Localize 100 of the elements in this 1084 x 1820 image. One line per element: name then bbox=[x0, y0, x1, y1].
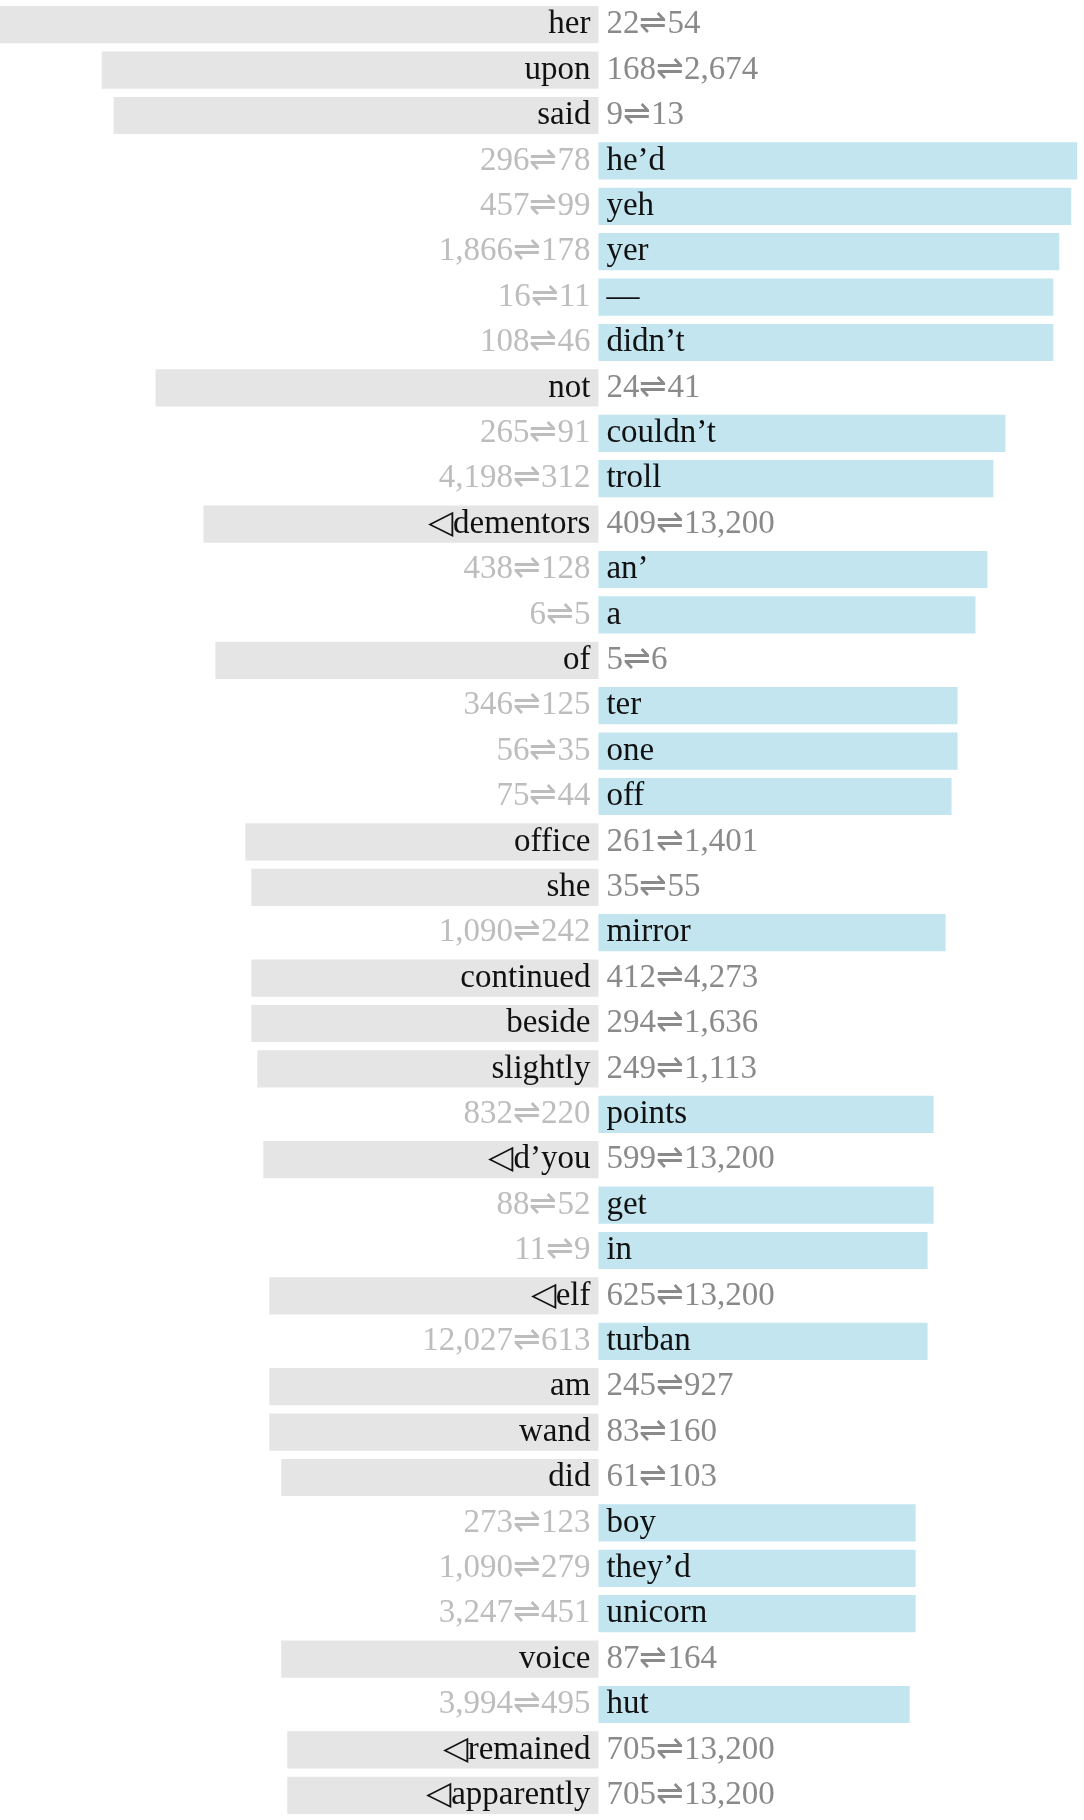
annotation: 1,090⇌279 bbox=[438, 1547, 591, 1584]
bar bbox=[598, 187, 1072, 225]
y-tick-label: didn’t bbox=[606, 322, 685, 359]
bar bbox=[269, 1277, 599, 1315]
annotation: 16⇌11 bbox=[497, 276, 591, 313]
bar bbox=[598, 1322, 928, 1360]
annotation: 83⇌160 bbox=[606, 1411, 717, 1448]
annotation: 273⇌123 bbox=[463, 1502, 591, 1539]
y-tick-label: voice bbox=[518, 1638, 591, 1675]
annotation: 294⇌1,636 bbox=[606, 1003, 759, 1040]
y-tick-label: ter bbox=[606, 685, 642, 722]
bar bbox=[598, 1685, 910, 1724]
bar bbox=[598, 460, 994, 498]
annotation: 3,247⇌451 bbox=[438, 1593, 591, 1630]
bar bbox=[101, 51, 599, 89]
annotation: 249⇌1,113 bbox=[606, 1048, 757, 1085]
annotation: 35⇌55 bbox=[606, 866, 701, 903]
annotation: 832⇌220 bbox=[463, 1093, 591, 1130]
bar bbox=[598, 732, 958, 770]
annotation: 24⇌41 bbox=[606, 367, 701, 404]
bar bbox=[251, 868, 599, 906]
bar bbox=[598, 1231, 928, 1270]
y-tick-label: get bbox=[606, 1184, 647, 1221]
y-tick-label: her bbox=[548, 4, 591, 41]
annotation: 5⇌6 bbox=[606, 639, 668, 676]
y-tick-label: turban bbox=[606, 1320, 691, 1357]
annotation: 56⇌35 bbox=[496, 730, 591, 767]
annotation: 438⇌128 bbox=[463, 549, 591, 586]
y-tick-label: continued bbox=[460, 957, 591, 994]
annotation: 245⇌927 bbox=[606, 1366, 734, 1403]
y-tick-label: of bbox=[562, 639, 591, 676]
annotation: 412⇌4,273 bbox=[606, 957, 759, 994]
annotation: 11⇌9 bbox=[514, 1230, 591, 1267]
annotation: 88⇌52 bbox=[496, 1184, 591, 1221]
y-tick-label: hut bbox=[606, 1684, 649, 1721]
y-tick-label: unicorn bbox=[606, 1593, 708, 1630]
y-tick-label: ◁d’you bbox=[488, 1139, 591, 1176]
annotation: 1,090⇌242 bbox=[438, 912, 591, 949]
bar bbox=[203, 505, 599, 543]
bar bbox=[598, 1095, 934, 1133]
y-tick-label: not bbox=[548, 367, 591, 404]
bar bbox=[257, 1050, 599, 1088]
y-tick-label: ◁apparently bbox=[426, 1774, 591, 1811]
bar bbox=[598, 596, 976, 634]
bar bbox=[598, 142, 1078, 180]
bar bbox=[281, 1640, 599, 1678]
y-tick-label: in bbox=[606, 1230, 633, 1267]
y-tick-label: a bbox=[606, 594, 622, 631]
y-tick-label: ◁dementors bbox=[427, 503, 591, 540]
bar bbox=[287, 1731, 599, 1769]
annotation: 705⇌13,200 bbox=[606, 1729, 775, 1766]
y-tick-label: ◁elf bbox=[530, 1275, 591, 1312]
bar bbox=[251, 959, 599, 997]
y-tick-label: boy bbox=[606, 1502, 657, 1539]
y-tick-label: off bbox=[606, 776, 645, 813]
annotation: 108⇌46 bbox=[479, 322, 591, 359]
annotation: 265⇌91 bbox=[479, 412, 591, 449]
y-tick-label: they’d bbox=[606, 1547, 692, 1584]
y-tick-label: an’ bbox=[606, 549, 649, 586]
bar bbox=[598, 1549, 916, 1587]
annotation: 75⇌44 bbox=[496, 776, 591, 813]
y-tick-label: yeh bbox=[606, 185, 655, 222]
y-tick-label: mirror bbox=[606, 912, 691, 949]
annotation: 1,866⇌178 bbox=[438, 231, 591, 268]
bar bbox=[598, 687, 958, 725]
bar bbox=[598, 323, 1054, 362]
bar bbox=[598, 777, 952, 816]
annotation: 12,027⇌613 bbox=[422, 1320, 591, 1357]
bar bbox=[155, 369, 599, 407]
annotation: 22⇌54 bbox=[606, 4, 701, 41]
y-tick-label: couldn’t bbox=[606, 412, 716, 449]
annotation: 168⇌2,674 bbox=[606, 49, 759, 86]
annotation: 599⇌13,200 bbox=[606, 1139, 775, 1176]
annotation: 296⇌78 bbox=[479, 140, 591, 177]
y-tick-label: am bbox=[550, 1366, 591, 1403]
annotation: 6⇌5 bbox=[529, 594, 591, 631]
y-tick-label: ◁remained bbox=[442, 1729, 591, 1766]
bar bbox=[251, 1004, 599, 1043]
annotation: 346⇌125 bbox=[463, 685, 591, 722]
bar bbox=[598, 1186, 934, 1224]
annotation: 87⇌164 bbox=[606, 1638, 717, 1675]
annotation: 261⇌1,401 bbox=[606, 821, 759, 858]
annotation: 625⇌13,200 bbox=[606, 1275, 775, 1312]
bar bbox=[269, 1368, 599, 1406]
y-tick-label: troll bbox=[606, 458, 662, 495]
bar bbox=[598, 233, 1060, 271]
y-tick-label: said bbox=[537, 95, 591, 132]
bar bbox=[0, 6, 599, 44]
y-tick-label: office bbox=[514, 821, 591, 858]
bar bbox=[598, 414, 1006, 452]
annotation: 457⇌99 bbox=[479, 185, 591, 222]
bar bbox=[598, 278, 1054, 316]
y-tick-label: — bbox=[605, 276, 641, 313]
annotation: 9⇌13 bbox=[606, 95, 684, 132]
bar bbox=[598, 550, 988, 589]
annotation: 705⇌13,200 bbox=[606, 1774, 775, 1811]
bar bbox=[113, 96, 599, 135]
bar bbox=[598, 1504, 916, 1542]
y-tick-label: slightly bbox=[491, 1048, 591, 1085]
annotation: 61⇌103 bbox=[606, 1457, 717, 1494]
